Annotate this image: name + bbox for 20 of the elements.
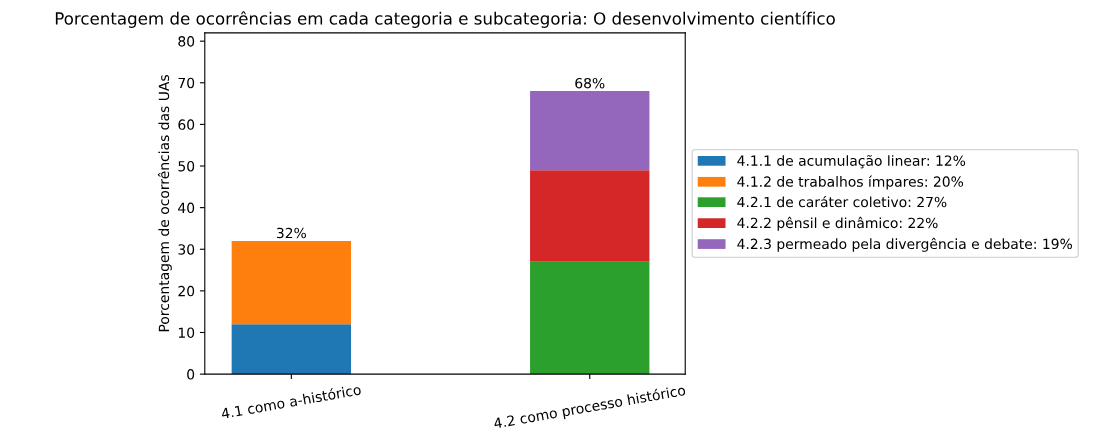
y-tick-label: 30 — [178, 244, 195, 255]
y-tick-label: 40 — [178, 202, 195, 214]
legend-label: 4.2.2 pênsil e dinâmico: 22% — [737, 216, 938, 231]
legend-label: 4.1.1 de acumulação linear: 12% — [737, 154, 966, 169]
y-tick-label: 50 — [178, 160, 195, 172]
legend-label: 4.1.2 de trabalhos ímpares: 20% — [737, 175, 964, 190]
y-tick-label: 70 — [178, 77, 195, 89]
y-tick-label: 0 — [187, 369, 195, 380]
y-tick-label: 20 — [178, 285, 195, 297]
y-tick-label: 60 — [178, 119, 195, 130]
y-tick-label: 80 — [178, 36, 195, 47]
y-axis-title: Porcentagem de ocorrências das UAs — [157, 75, 172, 332]
x-tick-label: 4.1 como a-histórico — [220, 383, 362, 419]
x-tick-label: 4.2 como processo histórico — [493, 383, 687, 432]
legend-label: 4.2.3 permeado pela divergência e debate: 19% — [737, 237, 1072, 252]
y-tick-label: 10 — [178, 327, 195, 338]
chart-title: Porcentagem de ocorrências em cada categoria e subcategoria: O desenvolvimento científico — [55, 11, 835, 28]
legend-label: 4.2.1 de caráter coletivo: 27% — [737, 195, 947, 208]
total-label: 68% — [575, 77, 605, 89]
total-label: 32% — [276, 227, 306, 239]
